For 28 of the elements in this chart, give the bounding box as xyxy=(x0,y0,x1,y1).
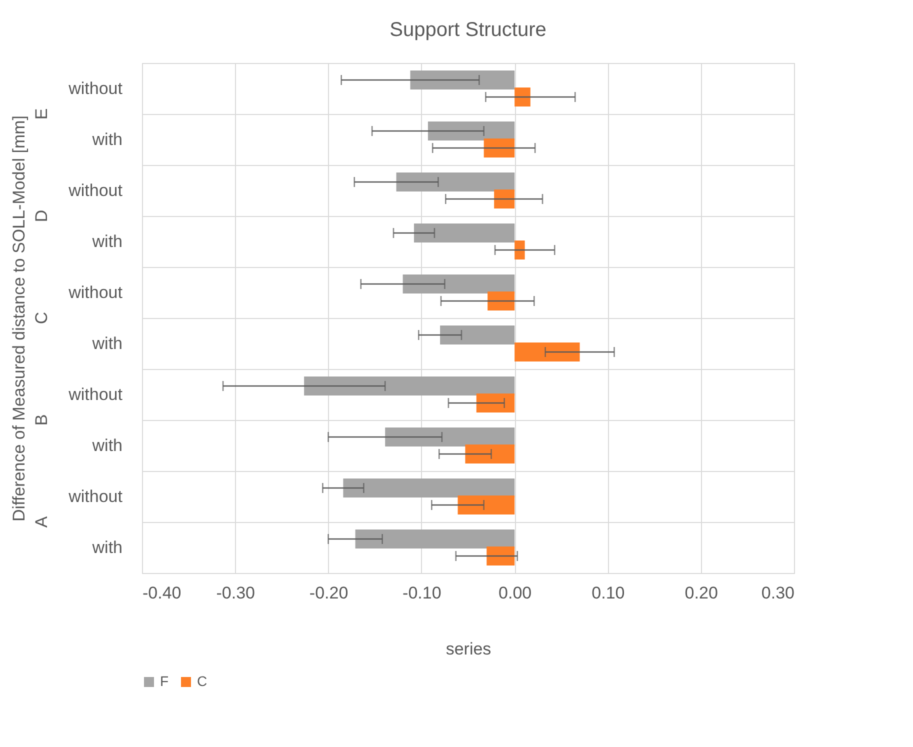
x-tick-label: 0.20 xyxy=(684,584,718,602)
y-tick-label: without xyxy=(68,283,123,302)
legend-label: F xyxy=(160,673,169,689)
x-axis-title: series xyxy=(446,640,492,658)
x-tick-label: 0.00 xyxy=(498,584,532,602)
x-tick-label: -0.20 xyxy=(309,584,348,602)
y-tick-label: with xyxy=(91,232,122,251)
y-tick-label: without xyxy=(68,487,123,506)
text: D xyxy=(32,210,51,222)
y-tick-label: without xyxy=(68,181,123,200)
x-tick-label: -0.30 xyxy=(216,584,256,602)
y-tick-label: with xyxy=(91,436,122,455)
chart-title: Support Structure xyxy=(390,19,546,41)
x-tick-label: 0.30 xyxy=(761,584,794,602)
x-tick-label: -0.10 xyxy=(402,584,442,602)
x-tick-label: 0.10 xyxy=(592,584,625,602)
y-tick-label: with xyxy=(91,538,122,557)
y-axis-title: Difference of Measured distance to SOLL-Model [mm] xyxy=(10,116,29,522)
y-tick-label: with xyxy=(91,334,122,353)
legend-label: C xyxy=(197,673,208,689)
text: C xyxy=(32,312,51,324)
x-tick-label: -0.40 xyxy=(142,584,182,602)
text: B xyxy=(32,414,51,426)
text: E xyxy=(32,108,51,120)
y-tick-label: without xyxy=(68,385,123,404)
y-tick-label: without xyxy=(68,79,123,98)
text: A xyxy=(32,516,51,528)
y-tick-label: with xyxy=(91,130,122,149)
